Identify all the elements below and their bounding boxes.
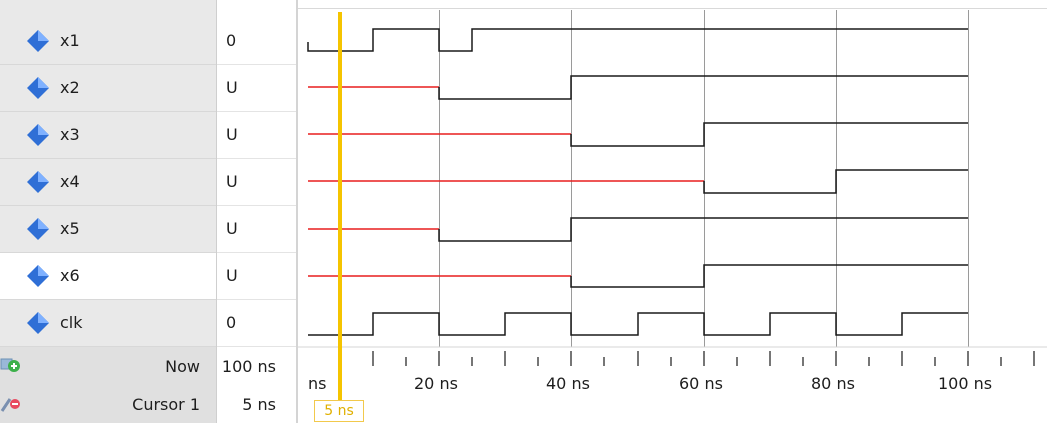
signal-name: x3 bbox=[60, 125, 80, 144]
signal-value: U bbox=[217, 159, 296, 206]
timeline-tick-label: 40 ns bbox=[546, 374, 590, 393]
waveform-canvas[interactable] bbox=[298, 0, 1047, 423]
signal-value: U bbox=[217, 206, 296, 253]
cursor-value: 5 ns bbox=[242, 395, 276, 414]
wave-x6 bbox=[570, 264, 968, 288]
signal-diamond-icon bbox=[27, 77, 49, 99]
signal-value: U bbox=[217, 253, 296, 300]
signal-diamond-icon bbox=[27, 265, 49, 287]
wave-x5 bbox=[438, 217, 968, 242]
cursor-label: Cursor 1 bbox=[132, 395, 200, 414]
signal-diamond-icon bbox=[27, 218, 49, 240]
cursor-row: Cursor 1 bbox=[0, 385, 216, 423]
wave-clk bbox=[308, 312, 968, 336]
timeline-tick-label: 20 ns bbox=[414, 374, 458, 393]
signal-value: 0 bbox=[217, 18, 296, 65]
timeline-tick-label: 100 ns bbox=[938, 374, 993, 393]
timeline-ticks bbox=[340, 351, 1035, 366]
signal-diamond-icon bbox=[27, 124, 49, 146]
signal-row-x3[interactable]: x3 bbox=[0, 112, 216, 159]
signal-row-x2[interactable]: x2 bbox=[0, 65, 216, 112]
signal-diamond-icon bbox=[27, 30, 49, 52]
top-border bbox=[0, 8, 1047, 9]
signal-row-x6[interactable]: x6 bbox=[0, 253, 216, 300]
signal-row-x1[interactable]: x1 bbox=[0, 18, 216, 65]
now-value: 100 ns bbox=[221, 357, 276, 376]
signal-name: x1 bbox=[60, 31, 80, 50]
signal-name: x4 bbox=[60, 172, 80, 191]
wave-x2 bbox=[438, 75, 968, 100]
signal-value: U bbox=[217, 65, 296, 112]
signal-name: x6 bbox=[60, 266, 80, 285]
signal-name-pane: x1 x2 x3 x4 x5 x6 clk bbox=[0, 0, 217, 423]
signal-diamond-icon bbox=[27, 171, 49, 193]
cursor-1-time-label[interactable]: 5 ns bbox=[314, 400, 364, 422]
wave-x4 bbox=[703, 169, 968, 194]
cursor-tools-icon[interactable] bbox=[0, 393, 20, 413]
wave-x1 bbox=[307, 28, 968, 52]
signal-value: U bbox=[217, 112, 296, 159]
timeline-tick-label: 80 ns bbox=[811, 374, 855, 393]
signal-value-pane bbox=[217, 0, 298, 423]
signal-row-x4[interactable]: x4 bbox=[0, 159, 216, 206]
signal-row-x5[interactable]: x5 bbox=[0, 206, 216, 253]
now-label: Now bbox=[165, 357, 200, 376]
signal-name: x2 bbox=[60, 78, 80, 97]
timeline-tick-label: ns bbox=[308, 374, 327, 393]
signal-name: x5 bbox=[60, 219, 80, 238]
grid-lines bbox=[439, 10, 969, 347]
signal-diamond-icon bbox=[27, 312, 49, 334]
timeline-tick-label: 60 ns bbox=[679, 374, 723, 393]
add-wave-icon[interactable] bbox=[0, 355, 20, 375]
signal-row-clk[interactable]: clk bbox=[0, 300, 216, 347]
wave-x3 bbox=[570, 122, 968, 147]
signal-value: 0 bbox=[217, 300, 296, 347]
signal-name: clk bbox=[60, 313, 83, 332]
now-row: Now bbox=[0, 347, 216, 385]
